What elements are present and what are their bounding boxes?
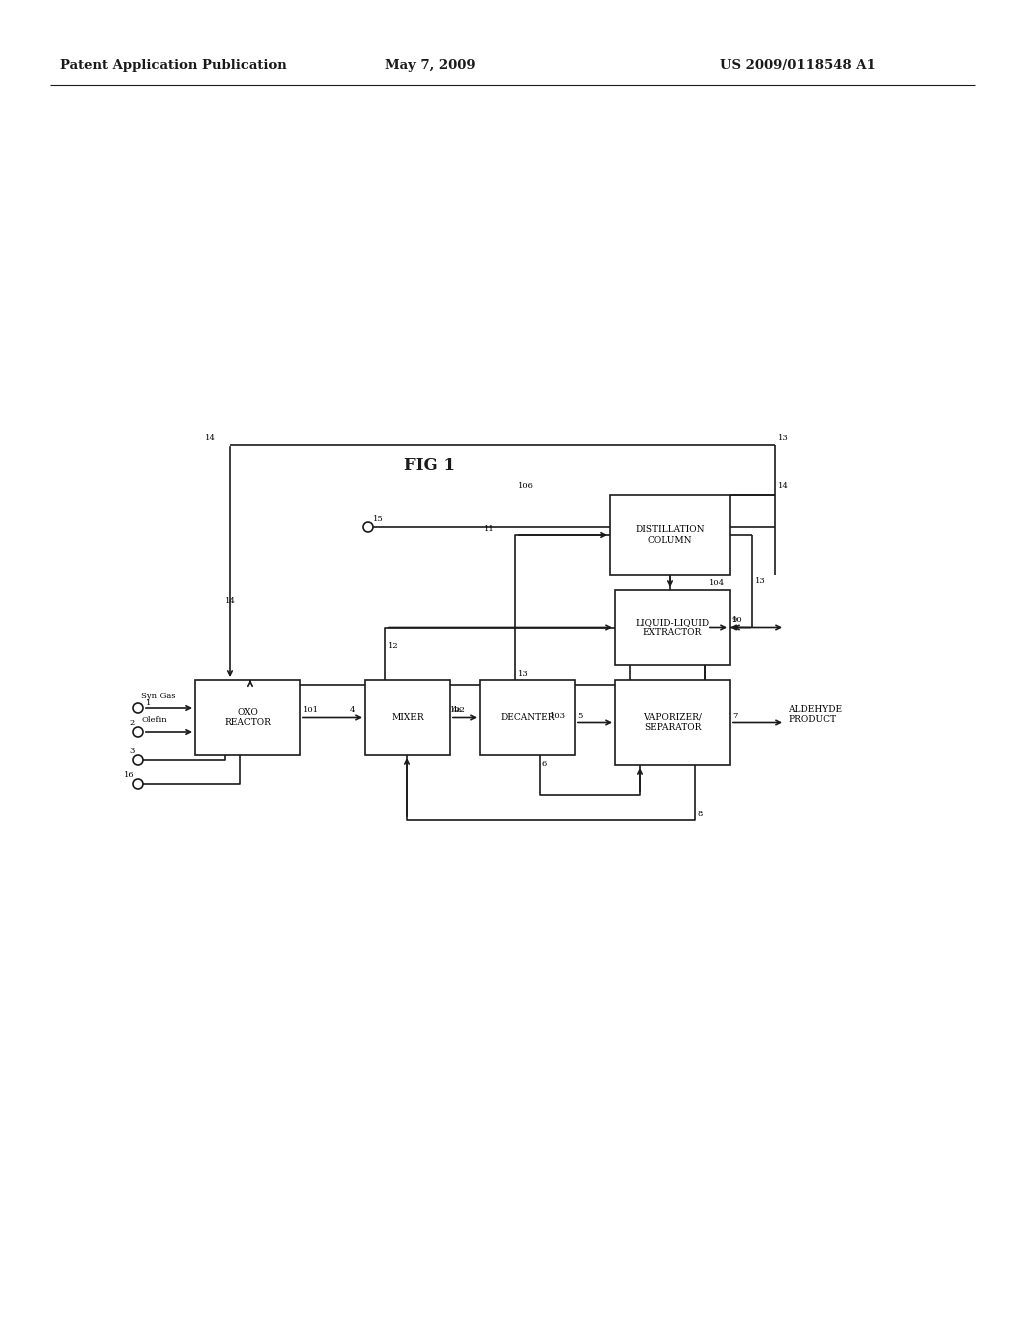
Text: MIXER: MIXER <box>391 713 424 722</box>
Text: 2: 2 <box>130 719 135 727</box>
Text: 13: 13 <box>755 577 766 585</box>
Text: Patent Application Publication: Patent Application Publication <box>60 58 287 71</box>
Text: 102: 102 <box>450 706 466 714</box>
Text: 12: 12 <box>388 642 398 649</box>
Text: FIG 1: FIG 1 <box>404 457 456 474</box>
Bar <box>365 680 450 755</box>
Bar <box>610 495 730 576</box>
Text: 11: 11 <box>484 525 495 533</box>
Text: 104: 104 <box>709 579 725 587</box>
Text: VAPORIZER/
SEPARATOR: VAPORIZER/ SEPARATOR <box>643 713 701 733</box>
Text: DECANTER: DECANTER <box>501 713 555 722</box>
Text: Olefin: Olefin <box>141 715 167 723</box>
Text: 15: 15 <box>373 515 384 523</box>
Bar <box>195 680 300 755</box>
Text: 8: 8 <box>698 810 703 818</box>
Text: 9: 9 <box>732 616 737 624</box>
Text: 14: 14 <box>205 434 216 442</box>
Text: Syn Gas: Syn Gas <box>141 692 175 700</box>
Text: May 7, 2009: May 7, 2009 <box>385 58 475 71</box>
Text: ALDEHYDE
PRODUCT: ALDEHYDE PRODUCT <box>788 705 842 725</box>
Text: 101: 101 <box>303 706 319 714</box>
Text: 10: 10 <box>732 616 742 624</box>
Bar <box>615 680 730 766</box>
Text: 14: 14 <box>778 482 788 490</box>
Bar <box>615 590 730 665</box>
Text: 103: 103 <box>550 711 566 719</box>
Text: US 2009/0118548 A1: US 2009/0118548 A1 <box>720 58 876 71</box>
Text: 13: 13 <box>778 434 788 442</box>
Text: 16: 16 <box>124 771 135 779</box>
Text: 106: 106 <box>518 482 534 490</box>
Text: 14: 14 <box>225 597 236 605</box>
Text: 7: 7 <box>732 711 737 719</box>
Bar <box>480 680 575 755</box>
Text: 5: 5 <box>577 711 583 719</box>
Text: 6: 6 <box>542 760 547 768</box>
Text: OXO
REACTOR: OXO REACTOR <box>224 708 271 727</box>
Text: 13: 13 <box>518 671 528 678</box>
Text: DISTILLATION
COLUMN: DISTILLATION COLUMN <box>635 525 705 545</box>
Text: 3: 3 <box>130 747 135 755</box>
Text: 1: 1 <box>146 700 152 708</box>
Text: LIQUID-LIQUID
EXTRACTOR: LIQUID-LIQUID EXTRACTOR <box>636 618 710 638</box>
Text: 4a: 4a <box>452 706 463 714</box>
Text: 4: 4 <box>349 706 355 714</box>
